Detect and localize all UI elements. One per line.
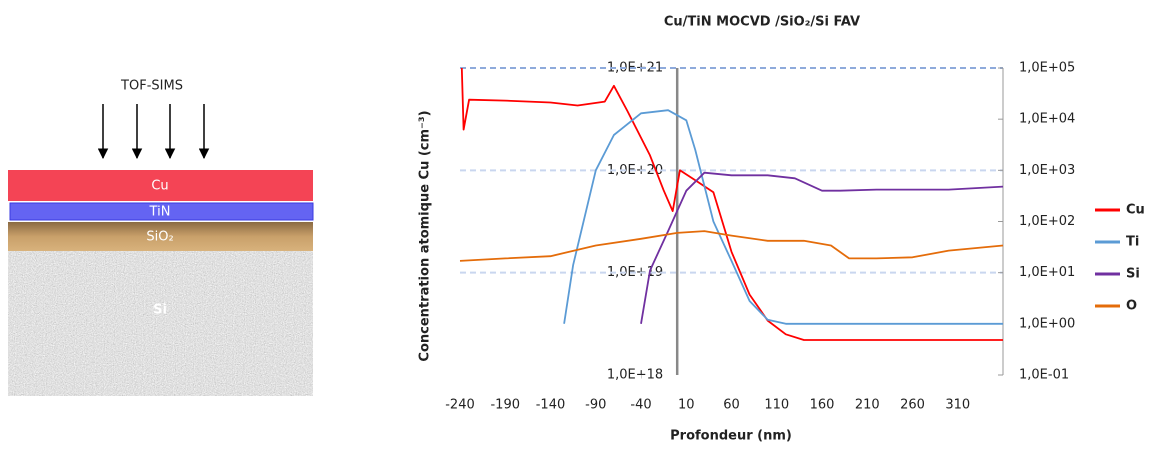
x-tick-label: 10 [678,398,695,413]
layer-label: Si [153,303,167,318]
x-tick-label: -140 [536,398,566,413]
legend-label: Ti [1126,235,1139,250]
si-layer [8,251,313,396]
y2-tick-label: 1,0E+01 [1019,265,1075,280]
x-tick-label: -240 [445,398,475,413]
x-tick-label: 60 [723,398,740,413]
probe-label: TOF-SIMS [120,79,183,94]
sio2-layer [8,222,313,251]
legend-label: Cu [1126,203,1145,218]
layer-label: SiO₂ [146,230,173,245]
x-tick-label: 260 [900,398,925,413]
legend-label: O [1126,299,1137,314]
chart-title: Cu/TiN MOCVD /SiO₂/Si FAV [664,15,860,30]
legend-label: Si [1126,267,1140,282]
x-tick-label: -90 [585,398,606,413]
x-tick-label: 160 [810,398,835,413]
y2-tick-label: 1,0E+02 [1019,214,1075,229]
y2-tick-label: 1,0E+00 [1019,316,1075,331]
y2-tick-label: 1,0E+05 [1019,61,1075,76]
x-tick-label: 210 [855,398,880,413]
layer-label: TiN [149,205,171,220]
x-tick-label: -40 [630,398,651,413]
y-tick-label: 1,0E+18 [607,368,663,383]
y-axis-title: Concentration atomique Cu (cm⁻³) [418,110,433,361]
y2-tick-label: 1,0E-01 [1019,368,1069,383]
x-tick-label: 310 [945,398,970,413]
series-line [460,67,1003,341]
series-line [459,230,1004,262]
stack-diagram: TOF-SIMS Cu TiN SiO₂ Si [8,79,314,396]
y2-tick-label: 1,0E+04 [1019,112,1075,127]
series-line [640,171,1004,324]
x-axis-title: Profondeur (nm) [670,429,792,444]
x-tick-label: -190 [490,398,520,413]
layer-label: Cu [151,179,168,194]
y2-tick-label: 1,0E+03 [1019,163,1075,178]
tin-layer [9,202,314,221]
x-tick-label: 110 [764,398,789,413]
series-line [563,109,1003,325]
cu-layer [8,170,313,201]
